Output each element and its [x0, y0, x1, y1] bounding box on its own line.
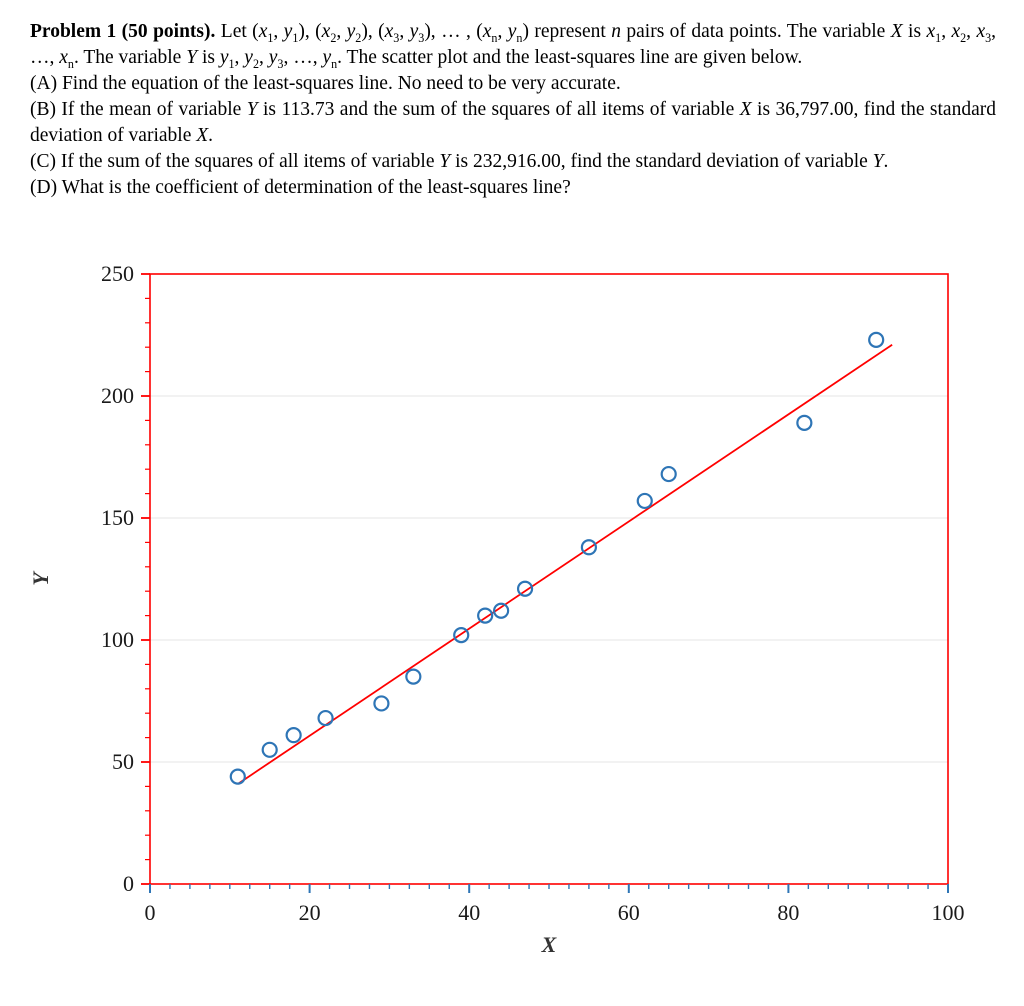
- data-point: [493, 602, 510, 619]
- data-point: [516, 580, 534, 597]
- data-point: [796, 414, 813, 431]
- y-tick-label: 0: [123, 871, 134, 896]
- x-tick-label: 100: [932, 900, 965, 925]
- x-tick-label: 20: [299, 900, 321, 925]
- problem-item-a: (A) Find the equation of the least-squar…: [30, 72, 621, 94]
- data-point: [229, 768, 246, 785]
- data-point: [477, 607, 494, 624]
- axis-frame: [149, 273, 949, 885]
- y-tick-label: 150: [101, 505, 134, 530]
- y-axis-title: Y: [28, 570, 53, 586]
- data-point: [261, 741, 278, 758]
- data-point: [317, 709, 334, 727]
- x-axis-title: X: [541, 932, 558, 957]
- scatter-plot-container: 0 50 100 150 200 250 0 20 40 60 80 100 Y X: [0, 252, 1024, 1001]
- data-point: [405, 668, 422, 685]
- x-tick-label: 0: [145, 900, 156, 925]
- least-squares-line: [237, 344, 893, 785]
- y-tick-label: 50: [112, 749, 134, 774]
- scatter-plot: 0 50 100 150 200 250 0 20 40 60 80 100 Y X: [28, 261, 965, 957]
- data-point: [868, 331, 885, 348]
- y-tick-label: 250: [101, 261, 134, 286]
- data-point: [660, 465, 677, 483]
- x-tick-label: 60: [618, 900, 640, 925]
- data-point: [453, 627, 470, 644]
- problem-item-b: (B) If the mean of variable Y is 113.73 …: [30, 98, 996, 146]
- problem-intro: Problem 1 (50 points). Let (x1, y1), (x2…: [30, 21, 997, 71]
- data-point: [285, 727, 302, 744]
- data-point: [580, 539, 598, 556]
- problem-item-d: (D) What is the coefficient of determina…: [30, 176, 571, 198]
- data-point: [636, 492, 653, 510]
- problem-statement: Problem 1 (50 points). Let (x1, y1), (x2…: [0, 0, 1024, 252]
- data-point: [373, 695, 390, 712]
- y-tick-label: 200: [101, 383, 134, 408]
- x-tick-label: 80: [777, 900, 799, 925]
- y-tick-label: 100: [101, 627, 134, 652]
- x-tick-label: 40: [458, 900, 480, 925]
- problem-item-c: (C) If the sum of the squares of all ite…: [30, 150, 889, 172]
